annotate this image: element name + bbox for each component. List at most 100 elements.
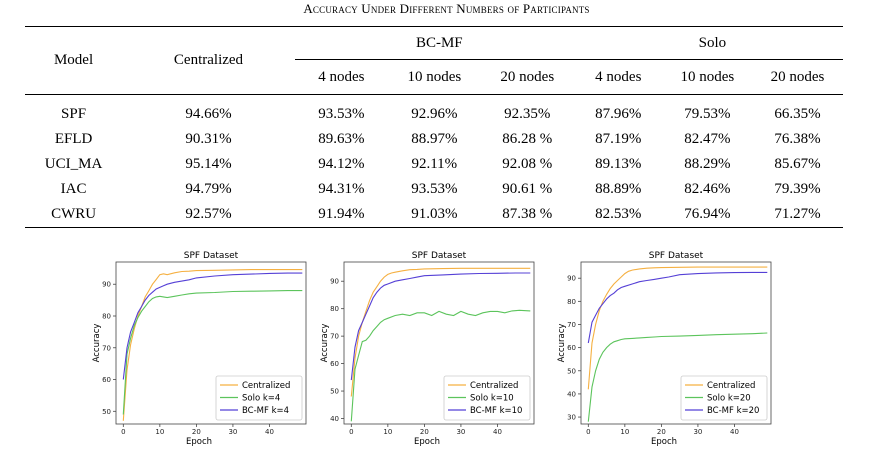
- y-axis-label: Accuracy: [320, 324, 330, 363]
- plot-frame: [580, 261, 772, 425]
- cell-model: EFLD: [54, 130, 93, 147]
- y-tick-label: 90: [567, 275, 576, 283]
- accuracy-chart-k10: SPF Dataset 0 10 20 30 40 40 50 60 70 80 90 Epoch Acc…: [320, 251, 535, 447]
- series-line: [587, 271, 768, 344]
- x-tick-label: 40: [265, 428, 274, 436]
- cell-model: SPF: [61, 105, 87, 122]
- chart-title: SPF Dataset: [184, 251, 239, 261]
- y-tick-label: 70: [102, 344, 111, 352]
- x-tick-label: 10: [155, 428, 164, 436]
- cell-value: 82.53%: [595, 205, 642, 222]
- y-tick-label: 70: [567, 321, 576, 329]
- cell-value: 93.53%: [318, 105, 365, 122]
- y-tick-label: 60: [330, 360, 339, 368]
- cell-value: 92.35%: [504, 105, 551, 122]
- header-bcmf: BC-MF: [294, 26, 574, 60]
- accuracy-chart-k4: SPF Dataset 0 10 20 30 40 50 60 70 80 90 Epoch Accur…: [92, 251, 307, 447]
- cell-value: 88.89%: [595, 180, 642, 197]
- cell-value: 89.13%: [595, 155, 642, 172]
- header-model: Model: [25, 26, 123, 95]
- results-table: Model Centralized BC-MF Solo 4 nodes 10 …: [25, 26, 843, 228]
- y-tick-label: 40: [330, 415, 339, 423]
- legend-label: BC-MF k=20: [707, 406, 759, 416]
- y-tick-label: 50: [330, 388, 339, 396]
- x-axis-label: Epoch: [186, 437, 212, 447]
- cell-centralized: 90.31%: [185, 130, 232, 147]
- y-tick-label: 80: [567, 298, 576, 306]
- y-tick-label: 90: [102, 281, 111, 289]
- cell-value: 82.46%: [684, 180, 731, 197]
- x-tick-label: 20: [657, 428, 666, 436]
- chart-title: SPF Dataset: [412, 251, 467, 261]
- x-axis-label: Epoch: [651, 437, 677, 447]
- legend-label: Solo k=4: [242, 394, 280, 404]
- cell-value: 85.67%: [774, 155, 821, 172]
- subheader: 20 nodes: [770, 68, 825, 85]
- subheader: 10 nodes: [407, 68, 462, 85]
- cell-value: 93.53%: [411, 180, 458, 197]
- y-tick-label: 60: [102, 376, 111, 384]
- series-line: [350, 272, 531, 381]
- x-tick-label: 0: [349, 428, 353, 436]
- legend-label: BC-MF k=4: [242, 406, 289, 416]
- x-tick-label: 0: [586, 428, 590, 436]
- cell-value: 91.94%: [318, 205, 365, 222]
- cell-value: 71.27%: [774, 205, 821, 222]
- x-tick-label: 30: [693, 428, 702, 436]
- cell-centralized: 94.79%: [185, 180, 232, 197]
- cell-model: UCI_MA: [44, 155, 103, 172]
- cell-value: 76.38%: [774, 130, 821, 147]
- y-tick-label: 50: [567, 367, 576, 375]
- x-tick-label: 10: [383, 428, 392, 436]
- cell-model: IAC: [60, 180, 87, 197]
- legend-box: [443, 375, 531, 421]
- y-axis-label: Accuracy: [92, 324, 102, 363]
- plot-frame: [343, 261, 535, 425]
- series-line: [587, 266, 768, 390]
- cell-centralized: 95.14%: [185, 155, 232, 172]
- y-tick-label: 90: [330, 278, 339, 286]
- subheader: 10 nodes: [680, 68, 735, 85]
- cell-value: 86.28 %: [502, 130, 553, 147]
- cell-value: 92.96%: [411, 105, 458, 122]
- x-tick-label: 30: [456, 428, 465, 436]
- subheader: 20 nodes: [500, 68, 555, 85]
- x-tick-label: 40: [730, 428, 739, 436]
- legend-label: Centralized: [470, 381, 518, 391]
- subheader: 4 nodes: [318, 68, 365, 85]
- cell-value: 82.47%: [684, 130, 731, 147]
- cell-value: 94.12%: [318, 155, 365, 172]
- cell-value: 88.29%: [684, 155, 731, 172]
- y-tick-label: 30: [567, 414, 576, 422]
- cell-value: 92.08 %: [502, 155, 553, 172]
- legend-label: Solo k=10: [470, 394, 514, 404]
- x-tick-label: 20: [192, 428, 201, 436]
- legend-label: Centralized: [707, 381, 755, 391]
- x-tick-label: 10: [620, 428, 629, 436]
- table-row: EFLD 90.31% 89.63% 88.97% 86.28 % 87.19%…: [25, 127, 843, 152]
- table-row: CWRU 92.57% 91.94% 91.03% 87.38 % 82.53%…: [25, 202, 843, 228]
- cell-value: 94.31%: [318, 180, 365, 197]
- cell-value: 79.53%: [684, 105, 731, 122]
- x-tick-label: 20: [420, 428, 429, 436]
- cell-value: 87.38 %: [502, 205, 553, 222]
- x-axis-label: Epoch: [414, 437, 440, 447]
- legend-label: BC-MF k=10: [470, 406, 522, 416]
- legend-label: Centralized: [242, 381, 290, 391]
- series-line: [122, 272, 303, 380]
- x-tick-label: 40: [493, 428, 502, 436]
- header-solo: Solo: [573, 26, 843, 60]
- table-row: SPF 94.66% 93.53% 92.96% 92.35% 87.96% 7…: [25, 95, 843, 127]
- x-tick-label: 0: [121, 428, 125, 436]
- cell-value: 79.39%: [774, 180, 821, 197]
- y-tick-label: 70: [330, 333, 339, 341]
- y-tick-label: 80: [102, 313, 111, 321]
- y-tick-label: 80: [330, 305, 339, 313]
- table-row: IAC 94.79% 94.31% 93.53% 90.61 % 88.89% …: [25, 177, 843, 202]
- cell-value: 89.63%: [318, 130, 365, 147]
- plot-frame: [115, 261, 307, 425]
- y-tick-label: 50: [102, 408, 111, 416]
- y-tick-label: 40: [567, 390, 576, 398]
- x-tick-label: 30: [228, 428, 237, 436]
- table-row: UCI_MA 95.14% 94.12% 92.11% 92.08 % 89.1…: [25, 152, 843, 177]
